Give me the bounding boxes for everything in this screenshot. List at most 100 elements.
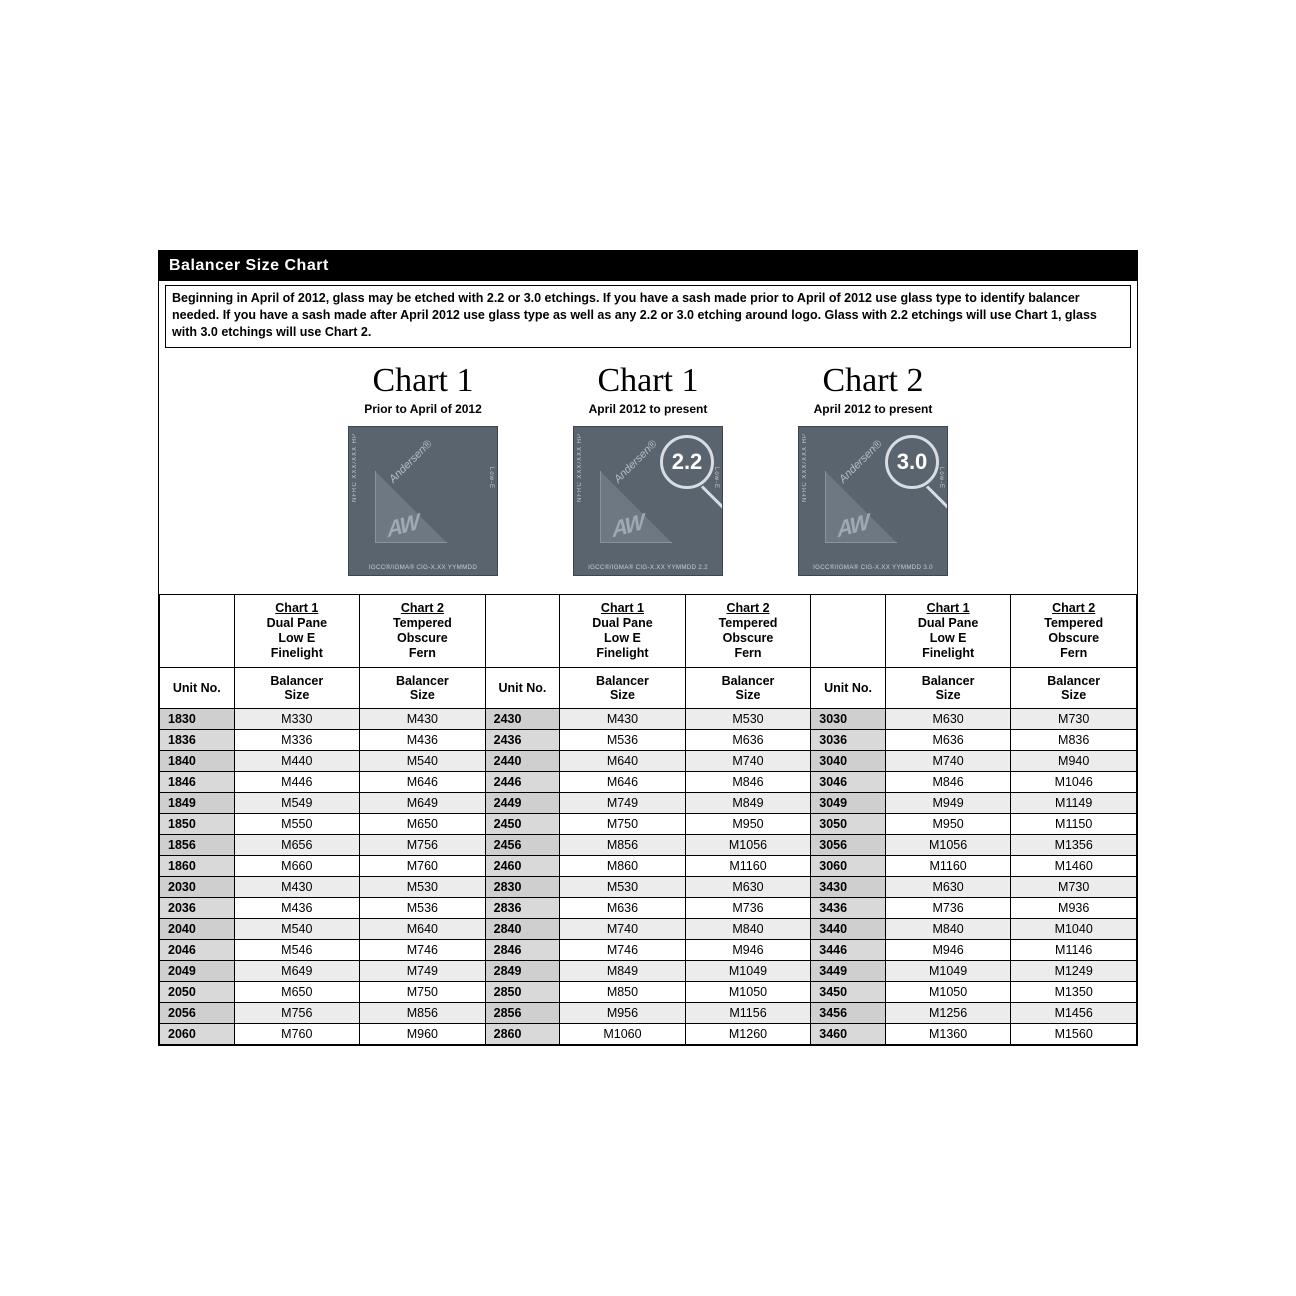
balancer-size-cell: M650 — [234, 981, 360, 1002]
balancer-size-cell: M630 — [885, 708, 1011, 729]
unit-no-cell: 3456 — [811, 1002, 886, 1023]
chart-subtitle: Prior to April of 2012 — [338, 402, 508, 416]
column-header-balancer: BalancerSize — [234, 667, 360, 708]
balancer-size-cell: M636 — [885, 729, 1011, 750]
balancer-size-cell: M530 — [360, 876, 486, 897]
unit-no-cell: 3430 — [811, 876, 886, 897]
balancer-size-cell: M656 — [234, 834, 360, 855]
logo-side-text: NFRC XXX/XXX HP — [577, 433, 583, 502]
unit-no-cell: 1856 — [160, 834, 235, 855]
column-header-unit: Unit No. — [160, 667, 235, 708]
document: Balancer Size Chart Beginning in April o… — [158, 250, 1138, 1046]
balancer-size-cell: M956 — [560, 1002, 686, 1023]
balancer-size-cell: M530 — [685, 708, 811, 729]
column-header-chart2: Chart 2TemperedObscureFern — [1011, 594, 1137, 667]
unit-no-cell: 2036 — [160, 897, 235, 918]
logo-side-text: NFRC XXX/XXX HP — [802, 433, 808, 502]
balancer-size-cell: M1160 — [885, 855, 1011, 876]
unit-no-cell: 3436 — [811, 897, 886, 918]
column-header-blank — [485, 594, 560, 667]
balancer-size-cell: M1256 — [885, 1002, 1011, 1023]
balancer-size-cell: M1456 — [1011, 1002, 1137, 1023]
balancer-size-cell: M1056 — [885, 834, 1011, 855]
magnifier-icon: 3.0 — [885, 435, 939, 489]
table-row: 1836M336M4362436M536M6363036M636M836 — [160, 729, 1137, 750]
balancer-size-cell: M846 — [685, 771, 811, 792]
balancer-size-cell: M660 — [234, 855, 360, 876]
balancer-size-cell: M836 — [1011, 729, 1137, 750]
balancer-size-cell: M1360 — [885, 1023, 1011, 1044]
table-row: 2046M546M7462846M746M9463446M946M1146 — [160, 939, 1137, 960]
balancer-size-cell: M430 — [234, 876, 360, 897]
logo-bottom-text: IGCC®/IGMA® CIG-X.XX YYMMDD — [349, 564, 497, 571]
balancer-size-cell: M536 — [360, 897, 486, 918]
unit-no-cell: 2856 — [485, 1002, 560, 1023]
unit-no-cell: 2060 — [160, 1023, 235, 1044]
unit-no-cell: 1830 — [160, 708, 235, 729]
unit-no-cell: 3440 — [811, 918, 886, 939]
column-header-chart2: Chart 2TemperedObscureFern — [360, 594, 486, 667]
unit-no-cell: 2030 — [160, 876, 235, 897]
logo-bottom-text: IGCC®/IGMA® CIG-X.XX YYMMDD 3.0 — [799, 564, 947, 571]
balancer-size-cell: M540 — [360, 750, 486, 771]
balancer-size-cell: M640 — [560, 750, 686, 771]
unit-no-cell: 2436 — [485, 729, 560, 750]
balancer-size-cell: M960 — [360, 1023, 486, 1044]
balancer-size-cell: M430 — [560, 708, 686, 729]
column-header-chart1: Chart 1Dual PaneLow EFinelight — [885, 594, 1011, 667]
magnifier-icon: 2.2 — [660, 435, 714, 489]
unit-no-cell: 3046 — [811, 771, 886, 792]
balancer-size-cell: M1460 — [1011, 855, 1137, 876]
column-header-balancer: BalancerSize — [885, 667, 1011, 708]
balancer-size-cell: M1249 — [1011, 960, 1137, 981]
balancer-size-cell: M1350 — [1011, 981, 1137, 1002]
table-row: 1860M660M7602460M860M11603060M1160M1460 — [160, 855, 1137, 876]
unit-no-cell: 3446 — [811, 939, 886, 960]
unit-no-cell: 1860 — [160, 855, 235, 876]
chart-title: Chart 1 — [563, 362, 733, 400]
balancer-size-cell: M630 — [885, 876, 1011, 897]
balancer-size-cell: M749 — [560, 792, 686, 813]
chart-subtitle: April 2012 to present — [563, 402, 733, 416]
balancer-size-cell: M846 — [885, 771, 1011, 792]
column-header-balancer: BalancerSize — [560, 667, 686, 708]
etching-value: 3.0 — [897, 449, 928, 475]
balancer-size-cell: M1149 — [1011, 792, 1137, 813]
balancer-size-cell: M856 — [560, 834, 686, 855]
balancer-size-cell: M730 — [1011, 708, 1137, 729]
balancer-size-cell: M760 — [234, 1023, 360, 1044]
balancer-size-cell: M646 — [360, 771, 486, 792]
balancer-size-cell: M750 — [360, 981, 486, 1002]
unit-no-cell: 2460 — [485, 855, 560, 876]
balancer-table: Chart 1Dual PaneLow EFinelight Chart 2Te… — [159, 594, 1137, 1045]
balancer-size-cell: M546 — [234, 939, 360, 960]
balancer-size-cell: M950 — [885, 813, 1011, 834]
balancer-size-cell: M756 — [360, 834, 486, 855]
balancer-size-cell: M736 — [685, 897, 811, 918]
glass-logo: NFRC XXX/XXX HP Low-E Andersen® AW IGCC®… — [348, 426, 498, 576]
unit-no-cell: 3050 — [811, 813, 886, 834]
unit-no-cell: 1850 — [160, 813, 235, 834]
unit-no-cell: 2050 — [160, 981, 235, 1002]
balancer-size-cell: M1060 — [560, 1023, 686, 1044]
unit-no-cell: 1849 — [160, 792, 235, 813]
balancer-size-cell: M1560 — [1011, 1023, 1137, 1044]
balancer-size-cell: M849 — [560, 960, 686, 981]
balancer-size-cell: M730 — [1011, 876, 1137, 897]
balancer-size-cell: M646 — [560, 771, 686, 792]
unit-no-cell: 3449 — [811, 960, 886, 981]
unit-no-cell: 2446 — [485, 771, 560, 792]
table-row: 2056M756M8562856M956M11563456M1256M1456 — [160, 1002, 1137, 1023]
balancer-size-cell: M736 — [885, 897, 1011, 918]
balancer-size-cell: M746 — [560, 939, 686, 960]
balancer-size-cell: M630 — [685, 876, 811, 897]
logo-side-text: NFRC XXX/XXX HP — [352, 433, 358, 502]
column-header-chart2: Chart 2TemperedObscureFern — [685, 594, 811, 667]
table-row: 2060M760M9602860M1060M12603460M1360M1560 — [160, 1023, 1137, 1044]
balancer-size-cell: M840 — [885, 918, 1011, 939]
unit-no-cell: 3049 — [811, 792, 886, 813]
column-header-blank — [811, 594, 886, 667]
unit-no-cell: 2450 — [485, 813, 560, 834]
balancer-size-cell: M550 — [234, 813, 360, 834]
balancer-size-cell: M636 — [685, 729, 811, 750]
